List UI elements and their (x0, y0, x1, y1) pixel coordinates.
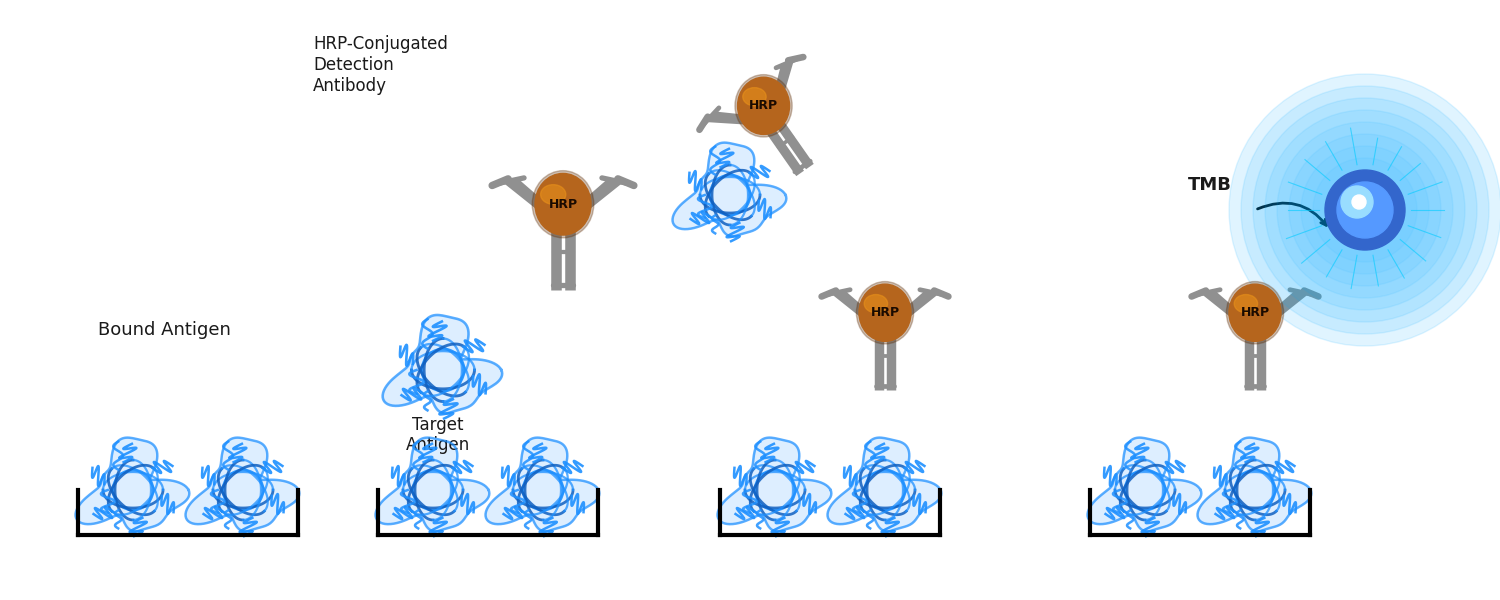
Polygon shape (75, 437, 189, 532)
Ellipse shape (1264, 110, 1466, 310)
Text: HRP: HRP (549, 198, 578, 211)
Text: Bound Antigen: Bound Antigen (98, 321, 231, 339)
Ellipse shape (1341, 186, 1372, 218)
Ellipse shape (859, 284, 910, 341)
Polygon shape (186, 437, 300, 532)
Polygon shape (828, 437, 942, 532)
Polygon shape (1088, 437, 1202, 532)
Polygon shape (717, 437, 831, 532)
Ellipse shape (540, 185, 566, 204)
Ellipse shape (1240, 86, 1490, 334)
Ellipse shape (1312, 158, 1418, 262)
Polygon shape (672, 143, 786, 236)
Ellipse shape (1288, 134, 1442, 286)
Text: HRP: HRP (870, 306, 900, 319)
Ellipse shape (1228, 284, 1281, 341)
Polygon shape (382, 315, 502, 413)
Ellipse shape (1324, 170, 1406, 250)
Polygon shape (486, 437, 600, 532)
Ellipse shape (856, 281, 913, 344)
Ellipse shape (1276, 122, 1454, 298)
Ellipse shape (864, 295, 888, 313)
Text: Target
Antigen: Target Antigen (406, 416, 470, 454)
Ellipse shape (1336, 182, 1394, 238)
Ellipse shape (1352, 195, 1366, 209)
Ellipse shape (536, 173, 591, 235)
Ellipse shape (532, 170, 594, 238)
Text: HRP: HRP (748, 100, 778, 112)
Ellipse shape (735, 74, 792, 137)
Ellipse shape (1300, 146, 1430, 274)
Ellipse shape (1227, 281, 1284, 344)
Polygon shape (375, 437, 489, 532)
Text: HRP-Conjugated
Detection
Antibody: HRP-Conjugated Detection Antibody (314, 35, 448, 95)
Text: HRP: HRP (1240, 306, 1269, 319)
Polygon shape (1197, 437, 1311, 532)
Ellipse shape (1228, 74, 1500, 346)
Text: TMB: TMB (1188, 176, 1231, 194)
Ellipse shape (738, 77, 789, 134)
Ellipse shape (742, 88, 766, 106)
Ellipse shape (1234, 295, 1257, 313)
Ellipse shape (1252, 98, 1478, 322)
